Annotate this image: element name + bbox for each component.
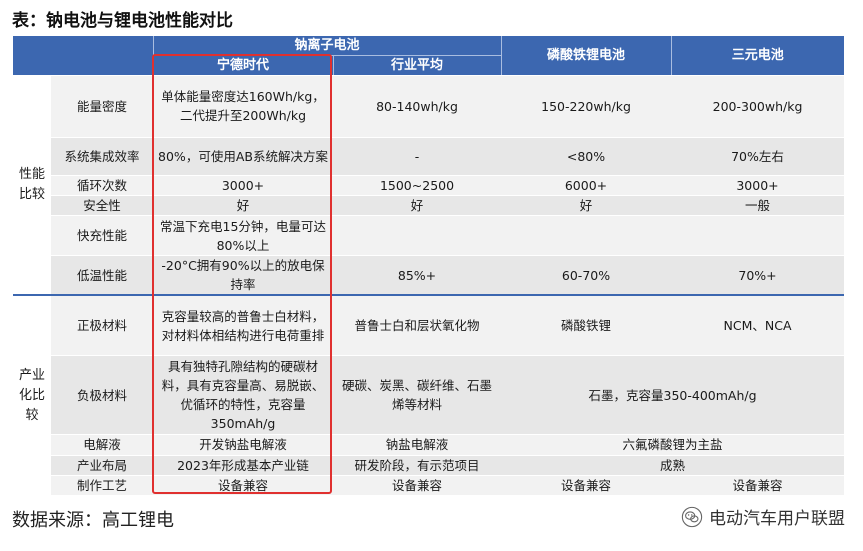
row-label: 正极材料: [51, 295, 153, 357]
source-note: 数据来源：高工锂电: [12, 510, 174, 531]
cell-li-merged: 成熟: [501, 455, 845, 476]
cell-avg: [333, 215, 502, 256]
cell-avg: 硬碳、炭黑、碳纤维、石墨烯等材料: [333, 355, 502, 436]
row-label: 安全性: [51, 195, 153, 217]
cell-avg: 普鲁士白和层状氧化物: [333, 295, 502, 357]
cell-ncm: 设备兼容: [671, 475, 845, 497]
cell-avg: 设备兼容: [333, 475, 502, 497]
cell-lfp: [501, 215, 672, 256]
cell-lfp: 好: [501, 195, 672, 217]
row-label: 系统集成效率: [51, 137, 153, 177]
cell-ncm: 3000+: [671, 175, 845, 197]
cell-catl: 设备兼容: [153, 475, 333, 497]
cell-catl: 好: [153, 195, 333, 217]
table-row: 安全性 好 好 好 一般: [13, 195, 845, 217]
cell-avg: 研发阶段，有示范项目: [333, 455, 502, 476]
cell-ncm: 70%+: [671, 255, 845, 297]
cell-catl: 常温下充电15分钟，电量可达80%以上: [153, 215, 333, 256]
table-row: 快充性能 常温下充电15分钟，电量可达80%以上: [13, 215, 845, 256]
cell-catl: 开发钠盐电解液: [153, 434, 333, 456]
header-lfp: 磷酸铁锂电池: [501, 36, 672, 76]
row-label: 低温性能: [51, 255, 153, 297]
cell-ncm: 200-300wh/kg: [671, 75, 845, 138]
table-row: 性能比较 能量密度 单体能量密度达160Wh/kg，二代提升至200Wh/kg …: [13, 75, 845, 297]
cell-avg: -: [333, 137, 502, 177]
table-row: 产业化比较 正极材料 克容量较高的普鲁士白材料，对材料体相结构进行电荷重排 普鲁…: [13, 295, 845, 497]
table-row: 电解液 开发钠盐电解液 钠盐电解液 六氟磷酸锂为主盐: [13, 434, 845, 456]
cell-lfp: 60-70%: [501, 255, 672, 297]
header-blank-category: [13, 36, 51, 76]
cell-catl: 具有独特孔隙结构的硬碳材料，具有克容量高、易脱嵌、优循环的特性，克容量350mA…: [153, 355, 333, 436]
table-row: 制作工艺 设备兼容 设备兼容 设备兼容 设备兼容: [13, 475, 845, 497]
cell-avg: 好: [333, 195, 502, 217]
table-row: 低温性能 -20°C拥有90%以上的放电保持率 85%+ 60-70% 70%+: [13, 255, 845, 297]
header-avg: 行业平均: [333, 55, 502, 76]
cell-lfp: <80%: [501, 137, 672, 177]
header-na-group: 钠离子电池: [153, 36, 502, 56]
cell-ncm: 一般: [671, 195, 845, 217]
cell-ncm: [671, 215, 845, 256]
cell-lfp: 设备兼容: [501, 475, 672, 497]
cell-li-merged: 石墨，克容量350-400mAh/g: [501, 355, 845, 436]
header-ncm: 三元电池: [671, 36, 845, 76]
wechat-icon: [681, 506, 703, 527]
cell-lfp: 6000+: [501, 175, 672, 197]
cell-ncm: 70%左右: [671, 137, 845, 177]
cell-catl: 克容量较高的普鲁士白材料，对材料体相结构进行电荷重排: [153, 295, 333, 357]
brand-name: 电动汽车用户联盟: [709, 509, 845, 529]
cell-lfp: 磷酸铁锂: [501, 295, 672, 357]
category-industrial: 产业化比较: [13, 295, 51, 497]
cell-avg: 钠盐电解液: [333, 434, 502, 456]
cell-li-merged: 六氟磷酸锂为主盐: [501, 434, 845, 456]
row-label: 快充性能: [51, 215, 153, 256]
row-label: 能量密度: [51, 75, 153, 138]
cell-catl: 80%，可使用AB系统解决方案: [153, 137, 333, 177]
header-blank-item: [51, 36, 154, 76]
row-label: 电解液: [51, 434, 153, 456]
cell-lfp: 150-220wh/kg: [501, 75, 672, 138]
cell-catl: 2023年形成基本产业链: [153, 455, 333, 476]
row-label: 产业布局: [51, 455, 153, 476]
comparison-table: 钠离子电池 磷酸铁锂电池 三元电池 宁德时代 行业平均 性能比较 能量密度 单体…: [13, 36, 845, 497]
cell-catl: 单体能量密度达160Wh/kg，二代提升至200Wh/kg: [153, 75, 333, 138]
header-catl: 宁德时代: [153, 55, 334, 76]
cell-catl: 3000+: [153, 175, 333, 197]
table-title: 表：钠电池与锂电池性能对比: [12, 11, 233, 31]
table-row: 产业布局 2023年形成基本产业链 研发阶段，有示范项目 成熟: [13, 455, 845, 476]
cell-avg: 80-140wh/kg: [333, 75, 502, 138]
table-row: 负极材料 具有独特孔隙结构的硬碳材料，具有克容量高、易脱嵌、优循环的特性，克容量…: [13, 355, 845, 436]
category-performance: 性能比较: [13, 75, 51, 297]
row-label: 循环次数: [51, 175, 153, 197]
row-label: 制作工艺: [51, 475, 153, 497]
brand-watermark: 电动汽车用户联盟: [681, 504, 845, 529]
cell-ncm: NCM、NCA: [671, 295, 845, 357]
cell-catl: -20°C拥有90%以上的放电保持率: [153, 255, 333, 297]
table-row: 系统集成效率 80%，可使用AB系统解决方案 - <80% 70%左右: [13, 137, 845, 177]
row-label: 负极材料: [51, 355, 153, 436]
cell-avg: 85%+: [333, 255, 502, 297]
table-row: 循环次数 3000+ 1500~2500 6000+ 3000+: [13, 175, 845, 197]
cell-avg: 1500~2500: [333, 175, 502, 197]
